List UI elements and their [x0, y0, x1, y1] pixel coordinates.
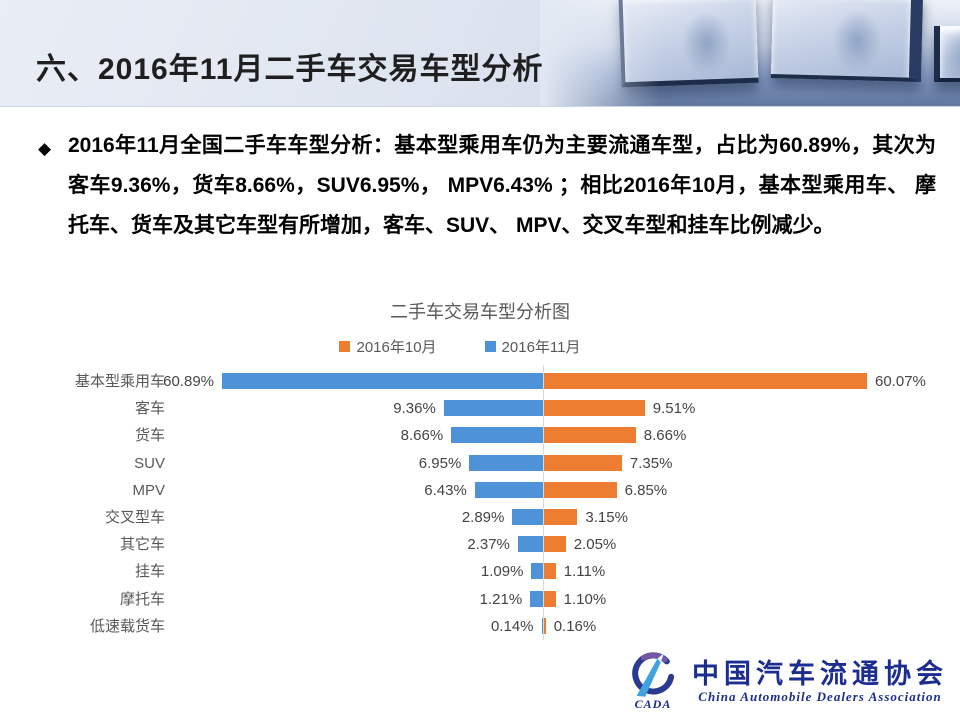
bar-2016-10: [544, 590, 556, 607]
bar-value-label-left: 6.95%: [418, 454, 462, 472]
legend-item: 2016年10月: [339, 336, 437, 357]
legend-swatch-icon: [484, 340, 496, 352]
bar-value-label-right: 2.05%: [573, 536, 617, 554]
bar-category-label: 交叉型车: [104, 509, 165, 526]
bar-value-label-right: 9.51%: [652, 400, 696, 418]
org-name-chinese: 中国汽车流通协会: [692, 658, 948, 689]
bar-value-label-left: 8.66%: [400, 427, 444, 445]
bar-value-label-left: 6.43%: [424, 481, 467, 499]
bar-category-label: 其它车: [119, 536, 165, 554]
header-photo-cubes: [540, 0, 960, 106]
bar-2016-11: [222, 373, 543, 389]
chart-row: 挂车 1.09% 1.11%: [0, 558, 960, 585]
bar-2016-11: [443, 400, 543, 417]
bar-value-label-left: 60.89%: [163, 373, 214, 390]
bar-2016-10: [544, 536, 566, 553]
bar-2016-11: [451, 427, 543, 444]
bar-2016-11: [512, 509, 543, 525]
bar-value-label-left: 1.21%: [479, 590, 523, 608]
bar-category-label: 挂车: [134, 563, 165, 581]
photo-fade-overlay: [540, 0, 660, 106]
cada-logo-text: CADA: [634, 697, 672, 711]
cube-decoration-icon: [770, 0, 924, 82]
bar-2016-11: [469, 454, 543, 471]
chart-row: SUV 6.95% 7.35%: [0, 450, 960, 477]
bar-value-label-right: 7.35%: [629, 454, 673, 472]
chart-legend: 2016年10月 2016年11月: [0, 336, 920, 356]
legend-label: 2016年10月: [356, 338, 437, 356]
bar-value-label-right: 1.10%: [563, 590, 607, 608]
diamond-bullet-icon: ◆: [38, 139, 52, 158]
bar-2016-10: [544, 427, 636, 444]
chart-title: 二手车交易车型分析图: [390, 302, 570, 322]
bar-value-label-left: 2.89%: [461, 509, 505, 526]
bar-2016-11: [474, 481, 543, 498]
bar-2016-10: [544, 373, 867, 389]
org-name-block: 中国汽车流通协会 China Automobile Dealers Associ…: [692, 659, 948, 705]
bar-value-label-left: 1.09%: [480, 563, 524, 581]
bar-value-label-right: 0.16%: [553, 617, 597, 635]
bar-2016-11: [541, 617, 543, 634]
bar-2016-10: [544, 481, 617, 498]
chart-row: 其它车 2.37% 2.05%: [0, 531, 960, 558]
summary-paragraph: 2016年11月全国二手车车型分析：基本型乘用车仍为主要流通车型，占比为60.8…: [68, 134, 936, 237]
bar-2016-10: [544, 563, 556, 580]
bar-value-label-left: 0.14%: [490, 617, 534, 635]
bar-value-label-right: 8.66%: [643, 427, 687, 445]
chart-axis-line: [543, 365, 544, 640]
bar-2016-11: [530, 590, 543, 607]
page-title: 六、2016年11月二手车交易车型分析: [36, 53, 544, 86]
chart-row: 交叉型车 2.89% 3.15%: [0, 504, 960, 531]
org-name-english: China Automobile Dealers Association: [698, 688, 942, 704]
bar-2016-11: [517, 536, 543, 553]
bar-category-label: MPV: [132, 481, 165, 499]
chart-row: 客车 9.36% 9.51%: [0, 395, 960, 422]
bar-category-label: 客车: [134, 400, 165, 418]
cada-logo-icon: [632, 652, 675, 697]
chart-row: 基本型乘用车 60.89% 60.07%: [0, 368, 960, 395]
bar-2016-10: [544, 454, 622, 471]
legend-item: 2016年11月: [484, 336, 581, 357]
chart-plot: 基本型乘用车 60.89% 60.07% 客车 9.36% 9.51% 货车 8.66% 8.6…: [0, 365, 960, 644]
chart-row: 低速载货车 0.14% 0.16%: [0, 613, 960, 640]
bar-value-label-right: 3.15%: [585, 509, 628, 526]
bar-value-label-left: 2.37%: [467, 536, 510, 554]
legend-swatch-icon: [339, 340, 351, 352]
bar-category-label: 基本型乘用车: [74, 373, 165, 390]
chart-row: MPV 6.43% 6.85%: [0, 477, 960, 504]
bar-category-label: 低速载货车: [89, 617, 165, 635]
bar-value-label-right: 1.11%: [563, 563, 606, 581]
bar-value-label-right: 6.85%: [624, 481, 668, 499]
bar-value-label-right: 60.07%: [875, 373, 926, 390]
legend-label: 2016年11月: [501, 338, 581, 356]
bar-2016-10: [544, 509, 578, 525]
bar-category-label: 货车: [134, 427, 165, 445]
summary-section: ◆ 2016年11月全国二手车车型分析：基本型乘用车仍为主要流通车型，占比为60…: [0, 126, 960, 246]
footer-logo: CADA 中国汽车流通协会 China Automobile Dealers A…: [622, 651, 948, 712]
bar-category-label: SUV: [134, 454, 165, 472]
cada-emblem: CADA: [622, 651, 684, 712]
cube-decoration-icon: [934, 26, 960, 82]
bar-category-label: 摩托车: [119, 590, 165, 608]
bar-2016-10: [544, 617, 546, 634]
bar-2016-10: [544, 400, 645, 417]
slide-header: 六、2016年11月二手车交易车型分析: [0, 0, 960, 107]
bar-2016-11: [531, 563, 543, 580]
chart-row: 摩托车 1.21% 1.10%: [0, 586, 960, 613]
chart-row: 货车 8.66% 8.66%: [0, 422, 960, 449]
bar-value-label-left: 9.36%: [393, 400, 436, 418]
